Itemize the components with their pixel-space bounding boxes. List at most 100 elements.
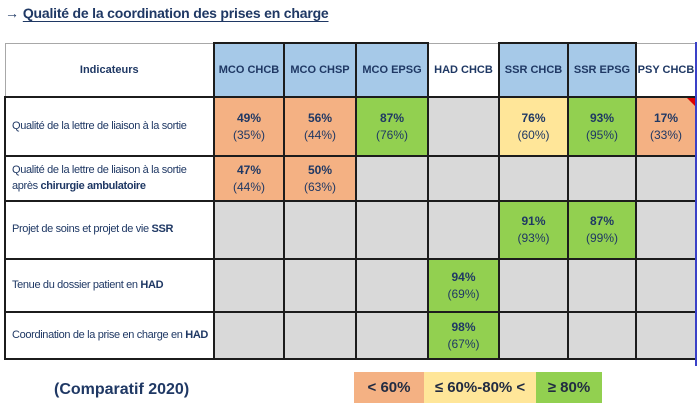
- cell-comparatif: (33%): [649, 127, 682, 142]
- column-header-mco-epsg: MCO EPSG: [355, 42, 429, 98]
- page-title: → Qualité de la coordination des prises e…: [5, 5, 329, 21]
- cell-value: 56%: [307, 110, 333, 125]
- table-cell: [213, 200, 285, 260]
- cell-value: 94%: [451, 269, 476, 284]
- legend-label: ≤ 60%-80% <: [434, 379, 526, 396]
- indicator-label: Coordination de la prise en charge en HA…: [4, 311, 215, 360]
- table-cell: [213, 311, 285, 360]
- indicator-label-text: Coordination de la prise en charge en: [12, 328, 186, 341]
- table-cell: 91% (93%): [498, 200, 569, 260]
- legend-item-60-to-80: ≤ 60%-80% <: [424, 372, 536, 403]
- indicator-label-bold: HAD: [140, 278, 164, 291]
- table-cell: [355, 258, 429, 313]
- cell-comparatif: (69%): [447, 286, 480, 301]
- cell-value: 87%: [589, 214, 615, 228]
- indicator-label-text: Projet de soins et projet de vie: [12, 223, 152, 236]
- cell-value: 76%: [521, 110, 546, 125]
- table-cell: [355, 155, 429, 202]
- table-row: Projet de soins et projet de vie SSR 91%…: [4, 200, 697, 260]
- cell-value: 17%: [653, 110, 679, 125]
- column-header-mco-chsp: MCO CHSP: [283, 42, 357, 98]
- legend-label: < 60%: [367, 379, 411, 396]
- table-cell: [635, 200, 697, 260]
- table-cell: 76% (60%): [498, 96, 569, 157]
- cell-comparatif: (60%): [517, 127, 550, 142]
- cell-comparatif: (67%): [447, 336, 480, 351]
- indicator-label: Qualité de la lettre de liaison à la sor…: [4, 155, 215, 202]
- table-row: Tenue du dossier patient en HAD 94% (69%): [4, 258, 697, 313]
- table-row: Qualité de la lettre de liaison à la sor…: [4, 96, 697, 157]
- table-cell: [635, 311, 697, 360]
- legend-item-below-60: < 60%: [354, 372, 424, 403]
- table-cell: 87% (76%): [355, 96, 429, 157]
- table-cell: 87% (99%): [567, 200, 637, 260]
- cell-comparatif: (44%): [232, 179, 265, 194]
- table-cell: [213, 258, 285, 313]
- comparatif-note: (Comparatif 2020): [54, 381, 190, 398]
- table-cell: [427, 155, 500, 202]
- header-row: Indicateurs MCO CHCB MCO CHSP MCO EPSG H…: [4, 42, 697, 98]
- cell-value: 47%: [236, 162, 262, 177]
- column-header-ssr-chcb: SSR CHCB: [498, 42, 569, 98]
- indicators-table: Indicateurs MCO CHCB MCO CHSP MCO EPSG H…: [4, 42, 697, 360]
- comment-marker-icon: [687, 99, 694, 106]
- cell-comparatif: (95%): [585, 127, 618, 142]
- table-cell: 47% (44%): [213, 155, 285, 202]
- table-cell: 49% (35%): [213, 96, 285, 157]
- table-cell: [498, 155, 569, 202]
- table-cell: 94% (69%): [427, 258, 500, 313]
- table-cell: 98% (67%): [427, 311, 500, 360]
- cell-comparatif: (93%): [517, 231, 550, 245]
- cell-value: 91%: [521, 214, 546, 228]
- indicator-label: Qualité de la lettre de liaison à la sor…: [4, 96, 215, 157]
- indicator-label-text: Qualité de la lettre de liaison à la sor…: [12, 163, 187, 192]
- table-cell: 56% (44%): [283, 96, 357, 157]
- indicator-label: Projet de soins et projet de vie SSR: [4, 200, 215, 260]
- table-row: Coordination de la prise en charge en HA…: [4, 311, 697, 360]
- cell-value: 50%: [307, 162, 333, 177]
- table-cell: [567, 311, 637, 360]
- cell-comparatif: (99%): [585, 231, 618, 245]
- table-row: Qualité de la lettre de liaison à la sor…: [4, 155, 697, 202]
- legend-label: ≥ 80%: [547, 379, 591, 396]
- page-title-text: Qualité de la coordination des prises en…: [22, 5, 329, 21]
- cell-value: 93%: [589, 110, 615, 125]
- arrow-icon: →: [5, 5, 19, 21]
- column-header-had-chcb: HAD CHCB: [427, 42, 500, 98]
- table-cell: [283, 311, 357, 360]
- table-cell: [635, 155, 697, 202]
- table-cell: [498, 258, 569, 313]
- table-cell: 50% (63%): [283, 155, 357, 202]
- table-cell: [567, 155, 637, 202]
- legend: < 60% ≤ 60%-80% < ≥ 80%: [354, 372, 602, 403]
- cell-value: 49%: [236, 110, 262, 125]
- table-cell: [635, 258, 697, 313]
- column-header-indicateurs: Indicateurs: [4, 42, 215, 98]
- column-header-ssr-epsg: SSR EPSG: [567, 42, 637, 98]
- table-cell: [355, 200, 429, 260]
- table-cell: [427, 96, 500, 157]
- table-cell: [355, 311, 429, 360]
- table-cell: [498, 311, 569, 360]
- indicator-label: Tenue du dossier patient en HAD: [4, 258, 215, 313]
- cell-value: 87%: [379, 110, 405, 125]
- cell-comparatif: (35%): [232, 127, 265, 142]
- indicator-label-bold: HAD: [185, 328, 209, 341]
- table-right-edge-line: [695, 42, 697, 366]
- table-cell: [283, 200, 357, 260]
- table-cell: [283, 258, 357, 313]
- column-header-mco-chcb: MCO CHCB: [213, 42, 285, 98]
- column-header-psy-chcb: PSY CHCB: [635, 42, 697, 98]
- indicator-label-bold: chirurgie ambulatoire: [40, 179, 146, 192]
- table-cell: 17% (33%): [635, 96, 697, 157]
- table-cell: [427, 200, 500, 260]
- cell-comparatif: (44%): [303, 127, 336, 142]
- indicator-label-text: Tenue du dossier patient en: [12, 278, 141, 291]
- indicator-label-text: Qualité de la lettre de liaison à la sor…: [12, 119, 187, 132]
- table-cell: [567, 258, 637, 313]
- cell-comparatif: (63%): [303, 179, 336, 194]
- table-cell: 93% (95%): [567, 96, 637, 157]
- cell-value: 98%: [451, 319, 476, 334]
- cell-comparatif: (76%): [375, 127, 408, 142]
